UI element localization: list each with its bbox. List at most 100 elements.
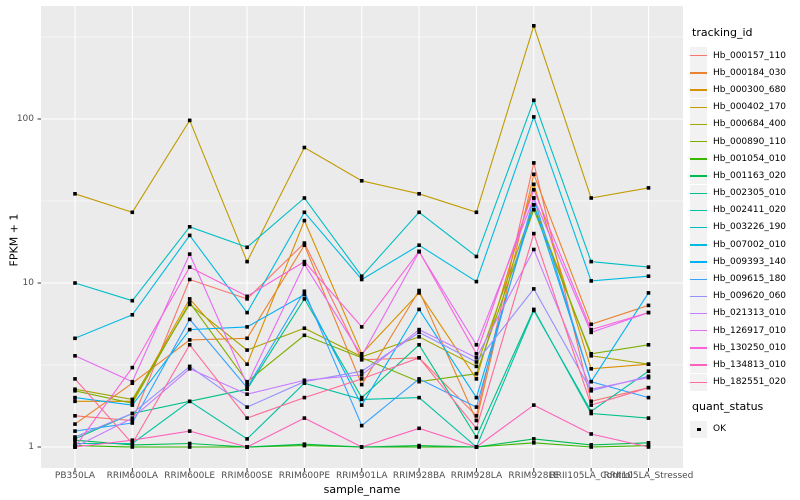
data-point xyxy=(359,325,364,329)
data-point xyxy=(474,371,479,376)
data-point xyxy=(302,326,307,330)
legend-key xyxy=(690,64,707,82)
legend-items: Hb_000157_110 Hb_000184_030 Hb_000300_680 H… xyxy=(690,47,800,391)
data-point xyxy=(130,411,135,416)
data-point xyxy=(589,432,593,436)
legend-key xyxy=(690,322,707,340)
legend-item-label: Hb_009615_180 xyxy=(713,274,787,285)
data-point xyxy=(646,274,651,278)
data-point xyxy=(359,423,364,428)
data-point xyxy=(302,292,307,297)
legend-item-label: Hb_134813_010 xyxy=(713,359,787,370)
x-tick-label: RRIM600LE xyxy=(164,471,216,481)
legend-key xyxy=(690,339,707,357)
data-point xyxy=(532,403,536,407)
data-point xyxy=(245,445,249,449)
legend-title-quant: quant_status xyxy=(692,399,764,413)
data-point xyxy=(646,416,651,420)
data-point xyxy=(302,259,307,264)
data-point xyxy=(302,416,307,420)
data-point xyxy=(532,308,536,313)
data-point xyxy=(359,382,364,387)
x-tick-label: RRIM901LA xyxy=(336,471,388,481)
legend-key xyxy=(690,98,707,116)
data-point xyxy=(73,445,77,449)
data-point xyxy=(245,437,249,441)
data-point xyxy=(302,289,307,294)
data-point xyxy=(474,445,479,449)
data-point xyxy=(417,335,421,339)
legend-key xyxy=(690,150,707,168)
legend-item-label: Hb_000402_170 xyxy=(713,102,787,113)
data-point xyxy=(359,277,364,282)
data-point xyxy=(187,399,192,404)
data-point xyxy=(589,279,593,283)
legend-item-label: Hb_130250_010 xyxy=(713,342,787,353)
data-point xyxy=(73,429,77,433)
data-point xyxy=(73,377,77,381)
data-point xyxy=(245,348,249,352)
legend-item: Hb_126917_010 xyxy=(690,322,800,340)
data-point xyxy=(359,356,364,360)
legend-item: Hb_000184_030 xyxy=(690,64,800,82)
data-point xyxy=(474,364,479,369)
data-point xyxy=(646,343,651,347)
data-point xyxy=(532,203,536,207)
data-point xyxy=(245,294,249,299)
data-point xyxy=(417,443,421,448)
y-tick-label: 100 xyxy=(16,114,34,124)
legend-item: Hb_001163_020 xyxy=(690,167,800,185)
data-point xyxy=(474,356,479,360)
legend-item-label: Hb_009620_060 xyxy=(713,291,787,302)
data-point xyxy=(589,387,593,391)
data-point xyxy=(187,445,192,449)
data-point xyxy=(130,421,135,425)
series-color-swatch-icon xyxy=(690,55,707,57)
data-point xyxy=(646,265,651,269)
legend-key xyxy=(690,287,707,305)
legend-item: Hb_003226_190 xyxy=(690,218,800,236)
x-tick-label: RRIM928LE xyxy=(508,471,560,481)
data-point xyxy=(302,210,307,215)
data-point xyxy=(589,327,593,332)
data-point xyxy=(417,210,421,215)
data-point xyxy=(187,233,192,238)
data-point xyxy=(359,397,364,402)
data-point xyxy=(73,422,77,426)
y-tick-label: 1 xyxy=(28,442,34,452)
data-point xyxy=(73,192,77,196)
legend-key xyxy=(690,253,707,271)
data-point xyxy=(646,310,651,315)
data-point xyxy=(474,414,479,418)
data-point xyxy=(73,437,77,441)
legend-item-label: Hb_182551_020 xyxy=(713,377,787,388)
data-point xyxy=(589,403,593,407)
x-tick-label: RRII105LA_Control xyxy=(549,471,633,481)
legend-item: Hb_000684_400 xyxy=(690,115,800,133)
data-point xyxy=(646,303,651,308)
data-point xyxy=(245,382,249,387)
data-point xyxy=(245,336,249,341)
data-point xyxy=(187,343,192,347)
data-point xyxy=(474,343,479,347)
legend-key xyxy=(690,133,707,151)
legend-item: Hb_009620_060 xyxy=(690,287,800,305)
data-point xyxy=(130,365,135,370)
data-point xyxy=(474,360,479,364)
series-color-swatch-icon xyxy=(690,72,707,74)
legend-title-tracking: tracking_id xyxy=(692,26,753,39)
data-point xyxy=(417,395,421,400)
data-point xyxy=(417,330,421,335)
series-color-swatch-icon xyxy=(690,209,707,212)
data-point xyxy=(417,377,421,381)
data-point xyxy=(417,192,421,196)
data-point xyxy=(187,300,192,305)
data-point xyxy=(646,395,651,400)
data-point xyxy=(359,179,364,183)
data-point xyxy=(302,442,307,446)
data-point xyxy=(589,196,593,200)
legend-key xyxy=(690,218,707,236)
data-point xyxy=(302,218,307,223)
data-point xyxy=(646,369,651,373)
